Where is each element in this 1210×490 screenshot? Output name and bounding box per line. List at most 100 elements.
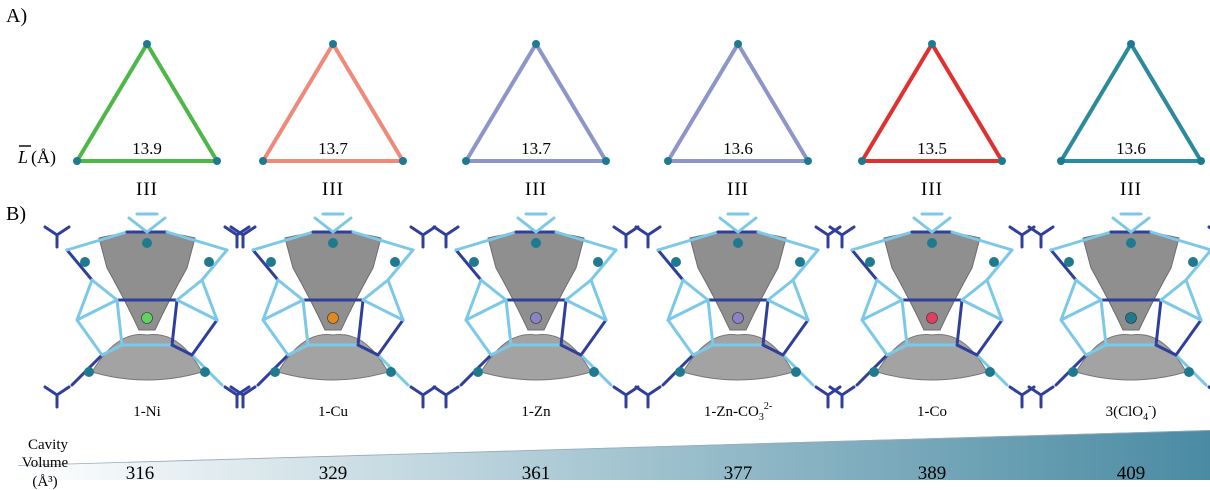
framework-bond [1111, 216, 1133, 234]
ligand-arm [432, 225, 460, 249]
framework-bond [589, 278, 608, 322]
cavity-surface-bottom [876, 333, 988, 381]
metal-node [1126, 238, 1136, 248]
triangle-2: 13.7 III [259, 40, 407, 200]
framework-bond [900, 298, 909, 347]
cavity-label-line3: (Å³) [32, 474, 57, 490]
framework-bond [791, 248, 820, 282]
framework-bond [736, 216, 758, 234]
metal-node [266, 257, 276, 267]
framework-bond [766, 278, 795, 302]
framework-bond [559, 343, 583, 357]
vertex-node [462, 157, 470, 165]
framework-bond [261, 298, 305, 322]
metal-node [328, 238, 338, 248]
ligand-arm [1008, 225, 1036, 249]
ligand-arm [1008, 385, 1036, 409]
framework-bond [200, 248, 229, 282]
framework-bond [200, 278, 219, 322]
framework-bond [516, 216, 538, 234]
framework-bond [1159, 298, 1203, 322]
framework-bond [376, 318, 405, 357]
framework-bond [975, 318, 1004, 357]
central-atom [141, 312, 153, 324]
framework-bond [1149, 230, 1210, 252]
framework-bond [554, 230, 618, 252]
framework-bond [579, 318, 608, 357]
framework-bond [950, 230, 1014, 252]
triangle-3: 13.7 III [462, 40, 610, 200]
structure-1 [43, 212, 251, 409]
panel-a-label: A) [6, 5, 27, 27]
cavity-surface-bottom [1075, 333, 1187, 381]
framework-bond [756, 230, 820, 252]
metal-node [675, 367, 685, 377]
framework-bond [313, 216, 335, 234]
framework-bond [985, 248, 1014, 282]
vertex-node [532, 40, 540, 48]
framework-bond [170, 343, 194, 357]
structure-label-main: 1-Ni [133, 404, 161, 420]
framework-bond [90, 278, 119, 302]
framework-bond [791, 278, 810, 322]
framework-bond [115, 298, 124, 347]
ligand-arm [409, 385, 437, 409]
framework-bond [1159, 278, 1188, 302]
framework-bond [681, 278, 710, 302]
metal-node [1188, 257, 1198, 267]
framework-bond [356, 298, 365, 347]
cavity-volume-wedge [20, 430, 1210, 480]
framework-bond [985, 278, 1004, 322]
metal-node [985, 367, 995, 377]
structure-label-suffix: ) [1151, 404, 1156, 420]
framework-bond [75, 318, 104, 357]
framework-bond [351, 230, 415, 252]
metal-node [1064, 257, 1074, 267]
structure-label-sup: 2- [764, 401, 772, 412]
framework-bond [386, 278, 405, 322]
cavity-values: 316 329 361 377 389 409 [126, 463, 1146, 484]
metal-node [84, 367, 94, 377]
vertex-node [998, 157, 1006, 165]
triangle-outline [464, 42, 608, 163]
vertex-node [928, 40, 936, 48]
framework-bond [656, 230, 720, 252]
structure-6 [1027, 212, 1210, 409]
metal-node [1184, 367, 1194, 377]
framework-bond [850, 230, 914, 252]
triangle-4: 13.6 III [664, 40, 812, 200]
metal-node [531, 238, 541, 248]
structure-labels: 1-Ni 1-Cu 1-Zn 1-Zn-CO32- 1-Co 3(ClO4-) [133, 401, 1156, 423]
structure-label-main: 3(ClO [1106, 404, 1144, 420]
triangle-value: 13.6 [723, 139, 753, 158]
central-atom [327, 312, 339, 324]
axis-label-symbol: L [17, 147, 28, 167]
central-atom [530, 312, 542, 324]
central-atom [1125, 312, 1137, 324]
axis-label-unit: (Å) [31, 147, 56, 168]
framework-bond [301, 298, 310, 347]
metal-node [473, 367, 483, 377]
metal-node [270, 367, 280, 377]
ligand-arm [432, 385, 460, 409]
metal-node [469, 257, 479, 267]
framework-bond [850, 248, 879, 282]
metal-node [671, 257, 681, 267]
cavity-surface-bottom [682, 333, 794, 381]
framework-bond [1154, 343, 1178, 357]
ligand-arm [1027, 385, 1055, 409]
framework-bond [564, 298, 608, 322]
framework-bond [875, 278, 904, 302]
cavity-surface-bottom [480, 333, 592, 381]
framework-bond [1184, 248, 1210, 282]
triangle-1: 13.9 III [73, 40, 221, 200]
vertex-node [1127, 40, 1135, 48]
metal-node [200, 367, 210, 377]
framework-bond [761, 343, 785, 357]
triangle-row: 13.9 III 13.7 III 13.7 III 13.6 III 13.5 III 13.6 I… [73, 40, 1205, 200]
structure-row [43, 212, 1210, 409]
ligand-arm [634, 385, 662, 409]
framework-bond [175, 278, 204, 302]
framework-bond [1059, 278, 1078, 322]
cavity-value: 377 [724, 463, 753, 484]
